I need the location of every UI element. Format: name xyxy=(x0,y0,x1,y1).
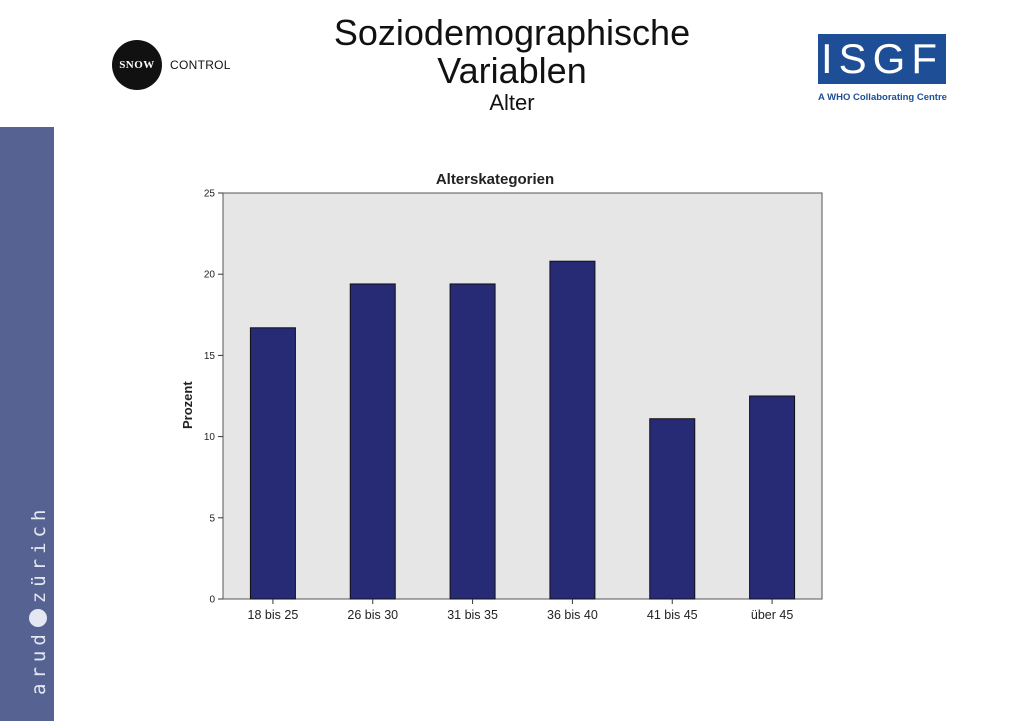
sidebar-brand-bar: arud zürich xyxy=(0,127,54,721)
bar-31-bis-35 xyxy=(449,283,496,600)
y-tick-label: 0 xyxy=(209,595,215,606)
plot-area xyxy=(222,192,823,600)
x-tick-label: 26 bis 30 xyxy=(347,608,398,622)
snow-control-logo: SNOW CONTROL xyxy=(110,38,240,92)
y-tick-label: 25 xyxy=(204,189,216,200)
arud-zurich-logo: arud zürich xyxy=(27,505,51,695)
isgf-logo-mark: ISGF xyxy=(818,34,946,84)
snow-logo-circle: SNOW xyxy=(112,40,162,90)
x-tick-label: 41 bis 45 xyxy=(647,608,698,622)
y-tick-label: 20 xyxy=(204,270,216,281)
bar-über-45 xyxy=(749,395,796,600)
bar-26-bis-30 xyxy=(349,283,396,600)
age-bar-chart: Alterskategorien Prozent 0 5 10 15 20 25 18 bi… xyxy=(170,165,840,640)
x-tick-label: 36 bis 40 xyxy=(547,608,598,622)
isgf-logo-tagline: A WHO Collaborating Centre xyxy=(818,92,947,103)
bar-41-bis-45 xyxy=(649,418,696,600)
x-tick-label: 18 bis 25 xyxy=(248,608,299,622)
y-tick-label: 10 xyxy=(204,432,216,443)
bar-36-bis-40 xyxy=(549,260,596,600)
chart-plot: 0 5 10 15 20 25 18 bis 25 26 bis 30 31 bis 35 36 … xyxy=(204,189,823,622)
y-tick-label: 5 xyxy=(209,513,215,524)
x-tick-label: 31 bis 35 xyxy=(447,608,498,622)
slide-title: Soziodemographische Variablen Alter xyxy=(312,14,712,116)
y-tick-label: 15 xyxy=(204,351,216,362)
isgf-logo: ISGF A WHO Collaborating Centre xyxy=(816,34,950,108)
chart-title: Alterskategorien xyxy=(435,171,555,188)
sidebar-text-left: arud xyxy=(28,629,50,695)
sun-icon xyxy=(28,609,47,628)
snow-logo-text: CONTROL xyxy=(170,58,231,72)
bar-18-bis-25 xyxy=(249,327,296,600)
sidebar-text-right: zürich xyxy=(28,504,50,604)
title-line-2: Variablen xyxy=(437,50,587,91)
title-line-1: Soziodemographische xyxy=(333,12,691,53)
slide-subtitle: Alter xyxy=(489,90,535,115)
x-tick-label: über 45 xyxy=(751,608,793,622)
